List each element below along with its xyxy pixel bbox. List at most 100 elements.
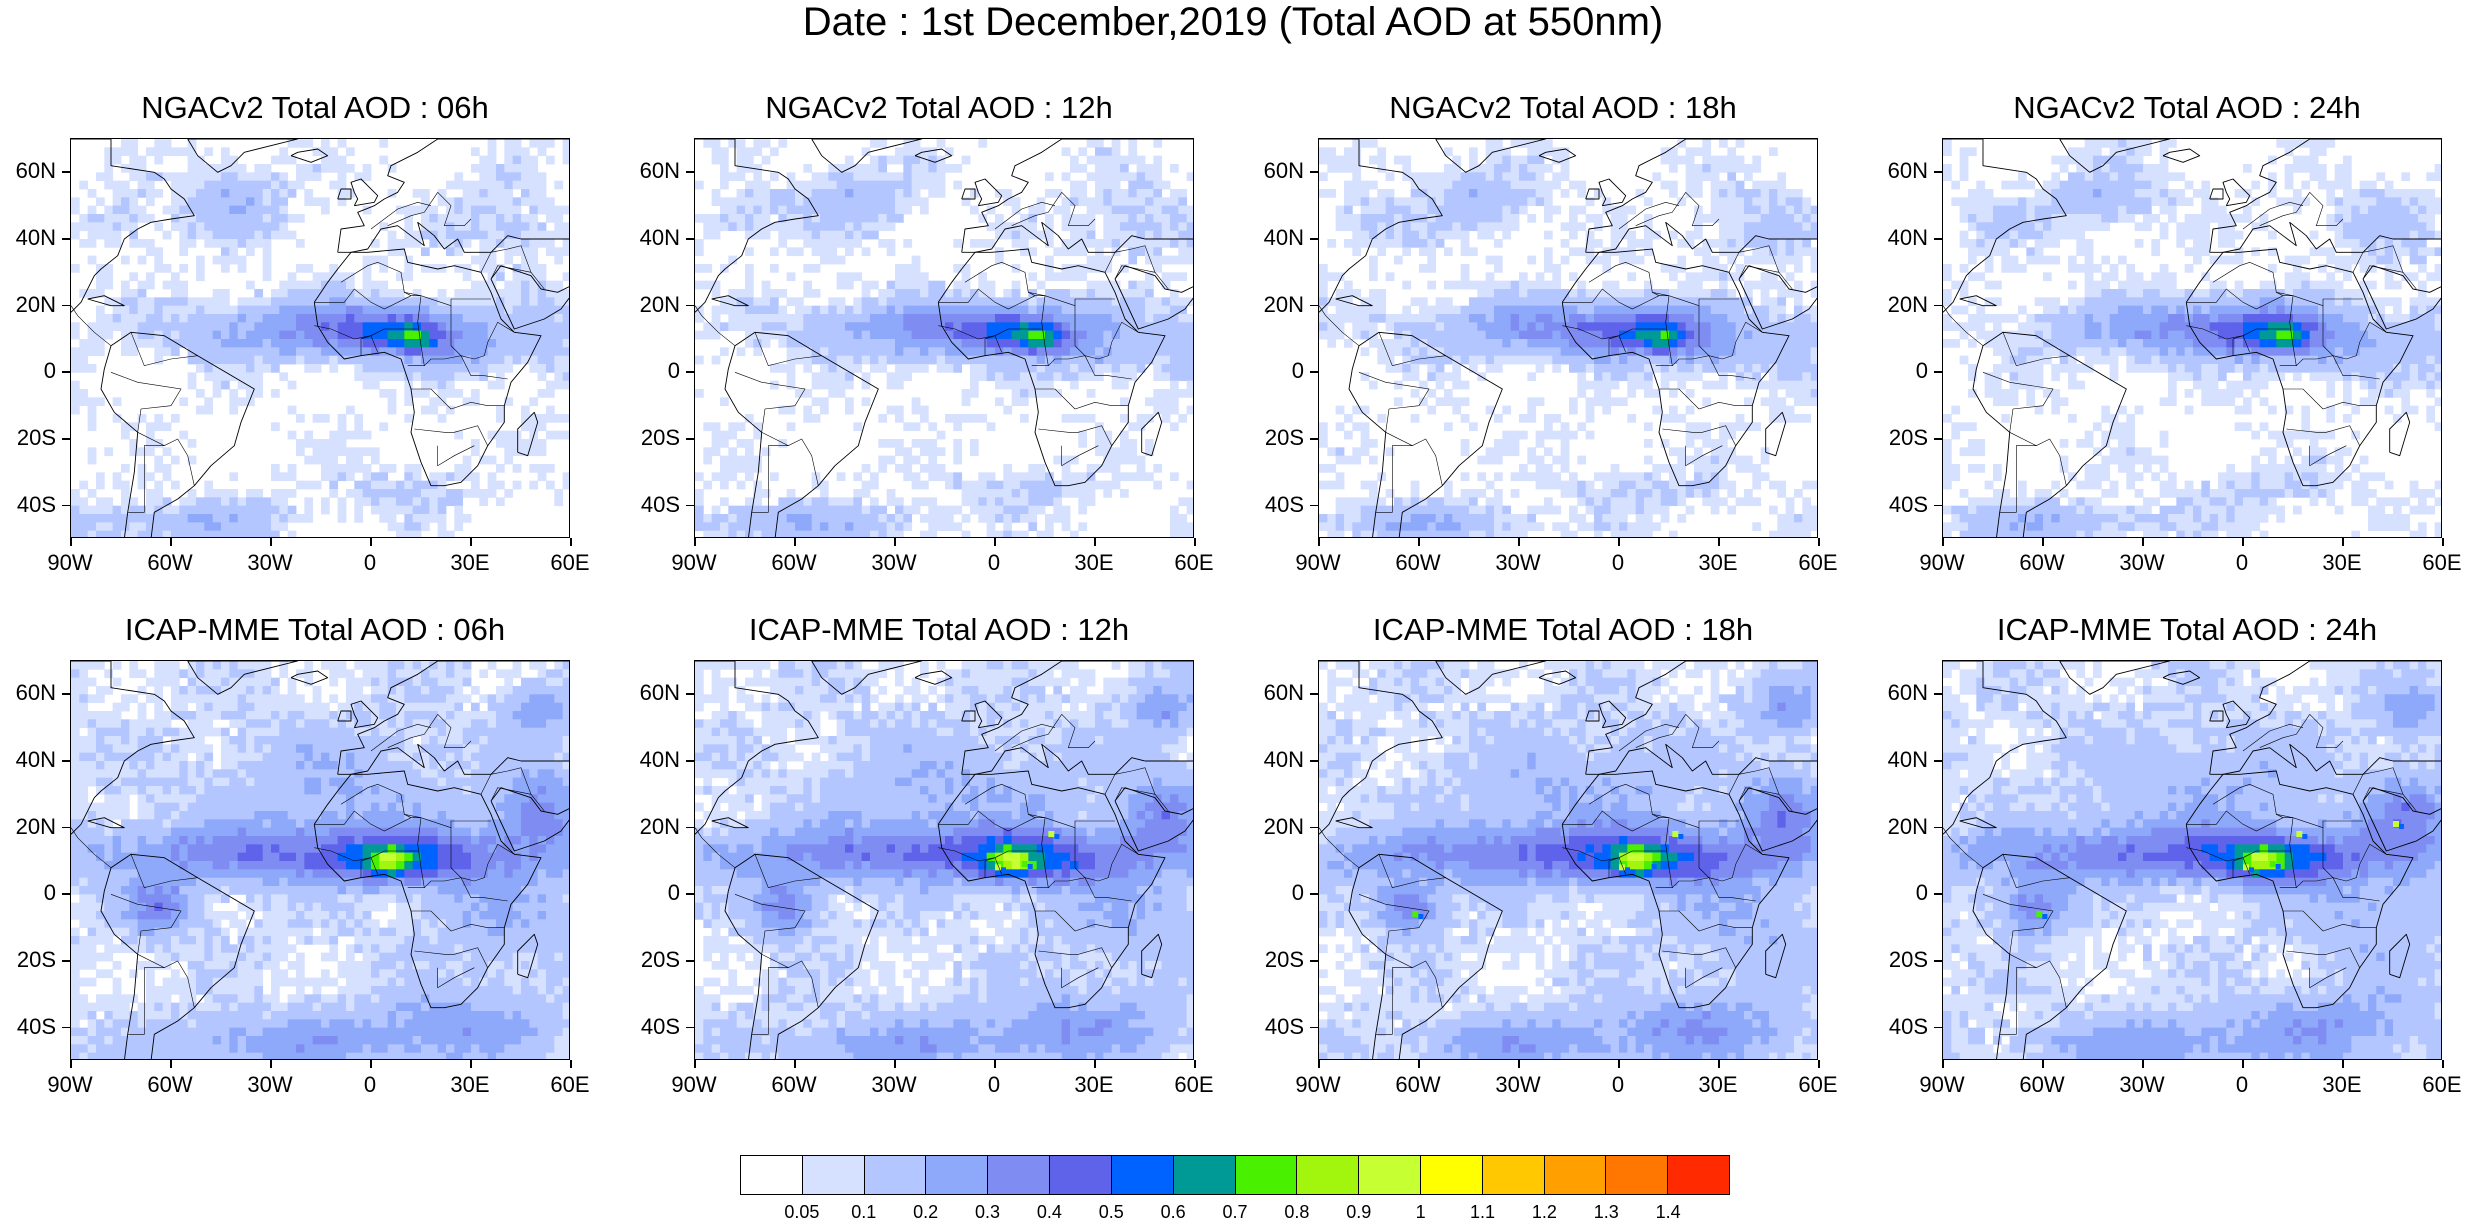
lon-tick-label: 90W: [671, 550, 717, 575]
colorbar-swatch: [1420, 1156, 1483, 1194]
lat-tick-label: 40S: [1888, 1013, 1928, 1039]
aod-field-map: [1943, 661, 2441, 1059]
lon-tick-label: 30W: [2119, 550, 2165, 575]
lon-tick-mark: [1194, 538, 1196, 546]
colorbar-swatch: [1668, 1156, 1729, 1194]
map-area: [1942, 138, 2442, 538]
lon-tick-label: 90W: [1295, 550, 1341, 575]
lon-tick-label: 90W: [1919, 1072, 1965, 1097]
lon-tick-mark: [1094, 538, 1096, 546]
lat-tick-mark: [686, 438, 694, 440]
aod-field-map: [695, 661, 1193, 1059]
lon-tick-mark: [1618, 538, 1620, 546]
lat-tick-label: 40N: [1887, 225, 1928, 250]
lat-tick-label: 40S: [1264, 491, 1304, 517]
lat-tick-label: 20N: [1887, 813, 1928, 839]
lat-tick-mark: [62, 760, 70, 762]
aod-field: [71, 139, 569, 537]
aod-field: [71, 661, 569, 1059]
panel-title: ICAP-MME Total AOD : 24h: [1996, 612, 2378, 647]
lon-tick-label: 60E: [1798, 550, 1838, 575]
colorbar-label: 0.2: [913, 1202, 939, 1222]
lon-tick-mark: [570, 1060, 572, 1068]
lat-tick-mark: [1310, 238, 1318, 240]
lon-tick-mark: [1618, 1060, 1620, 1068]
country-borders: [71, 192, 545, 513]
map-panel: ICAP-MME Total AOD : 06h 60N 40N 20N 0 20S 40S…: [0, 612, 590, 1132]
country-borders: [695, 192, 1169, 513]
lat-tick-label: 0: [1915, 880, 1928, 906]
lat-tick-mark: [1934, 693, 1942, 695]
lon-tick-label: 60W: [1395, 550, 1441, 575]
lon-tick-mark: [2242, 1060, 2244, 1068]
lon-tick-label: 0: [2235, 1072, 2249, 1097]
lat-tick-label: 40N: [639, 225, 680, 250]
colorbar-label: 0.1: [851, 1202, 877, 1222]
lat-tick-label: 20S: [1264, 425, 1304, 450]
lon-tick-mark: [794, 538, 796, 546]
coastlines: [1943, 661, 2441, 1059]
colorbar-swatch: [988, 1156, 1051, 1194]
colorbar-label: 0.3: [974, 1202, 1001, 1222]
coastlines: [695, 661, 1193, 1059]
lon-tick-label: 0: [1611, 550, 1625, 575]
map-area: [1318, 138, 1818, 538]
lat-tick-label: 20S: [1264, 947, 1304, 972]
map-area: [70, 660, 570, 1060]
lon-tick-label: 30W: [1495, 1072, 1541, 1097]
coastlines: [1319, 139, 1817, 537]
panel-title: ICAP-MME Total AOD : 06h: [124, 612, 506, 647]
map-panel: NGACv2 Total AOD : 06h 60N 40N 20N 0 20S 40S 90…: [0, 90, 590, 610]
lon-tick-label: 30W: [247, 1072, 293, 1097]
lat-tick-label: 0: [667, 358, 680, 384]
lon-tick-label: 0: [2235, 550, 2249, 575]
map-area: [1942, 660, 2442, 1060]
lat-tick-label: 0: [1291, 880, 1304, 906]
lon-tick-mark: [170, 538, 172, 546]
lat-tick-mark: [62, 893, 70, 895]
lat-tick-label: 40S: [640, 491, 680, 517]
lat-tick-label: 20S: [640, 425, 680, 450]
lat-tick-label: 60N: [639, 158, 680, 184]
aod-field-map: [1943, 139, 2441, 537]
lon-tick-mark: [1718, 1060, 1720, 1068]
lon-tick-label: 60W: [771, 550, 817, 575]
coastlines: [1943, 139, 2441, 537]
lat-tick-label: 20N: [1263, 291, 1304, 317]
aod-field: [1319, 661, 1817, 1059]
lat-tick-label: 0: [1915, 358, 1928, 384]
lat-tick-label: 20N: [639, 291, 680, 317]
lat-tick-mark: [686, 893, 694, 895]
lon-tick-mark: [1942, 538, 1944, 546]
lon-tick-mark: [70, 538, 72, 546]
lat-tick-label: 20S: [1888, 947, 1928, 972]
lon-tick-mark: [470, 1060, 472, 1068]
country-borders: [1943, 714, 2417, 1035]
lat-tick-label: 60N: [1887, 158, 1928, 184]
lon-tick-label: 60E: [1174, 550, 1214, 575]
coastlines: [71, 139, 569, 537]
colorbar-swatch: [1544, 1156, 1607, 1194]
lat-tick-mark: [1934, 760, 1942, 762]
lat-tick-label: 40N: [1887, 747, 1928, 772]
lat-tick-mark: [1934, 1026, 1942, 1029]
lat-tick-label: 20S: [1888, 425, 1928, 450]
panel-title: NGACv2 Total AOD : 18h: [1389, 90, 1737, 125]
lon-tick-mark: [2142, 1060, 2144, 1068]
lat-tick-label: 40S: [16, 491, 56, 517]
lat-tick-mark: [62, 304, 70, 307]
lon-tick-label: 60E: [1174, 1072, 1214, 1097]
lat-tick-mark: [1934, 238, 1942, 240]
lon-tick-label: 0: [987, 550, 1001, 575]
country-borders: [1943, 192, 2417, 513]
lat-tick-mark: [62, 693, 70, 695]
aod-field: [695, 661, 1193, 1059]
lon-tick-mark: [170, 1060, 172, 1068]
colorbar-label: 1.2: [1531, 1202, 1557, 1222]
lon-tick-mark: [570, 538, 572, 546]
aod-field-map: [1319, 139, 1817, 537]
lon-tick-label: 60E: [550, 550, 590, 575]
lon-tick-label: 60W: [2019, 1072, 2065, 1097]
lat-tick-mark: [1310, 304, 1318, 307]
colorbar-label: 1: [1415, 1202, 1426, 1222]
